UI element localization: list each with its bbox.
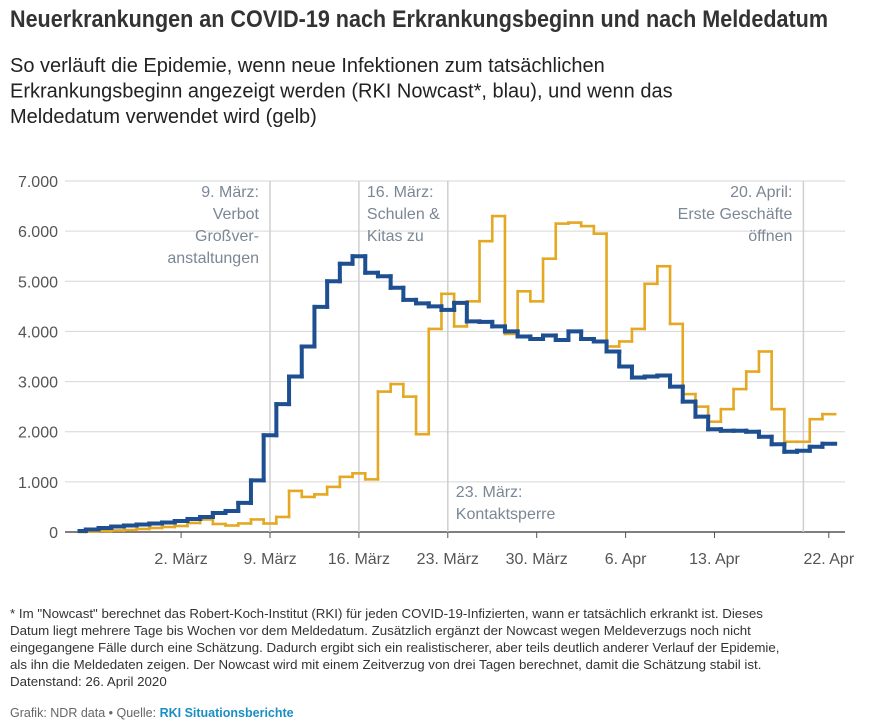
source: Grafik: NDR data • Quelle: RKI Situation… [10,706,294,720]
annotation-text: Schulen & [367,206,440,223]
annotation-text: Kontaktsperre [456,506,556,523]
y-tick-label: 1.000 [18,475,58,492]
annotation-text: öffnen [748,228,792,245]
y-tick-label: 5.000 [18,274,58,291]
y-tick-label: 7.000 [18,174,58,191]
chart-title: Neuerkrankungen an COVID-19 nach Erkrank… [10,6,828,33]
footnote-line: * Im "Nowcast" berechnet das Robert-Koch… [10,606,763,621]
x-tick-label: 9. März [243,551,296,568]
x-tick-label: 30. März [506,551,568,568]
footnote-line: Datum liegt mehrere Tage bis Wochen vor … [10,623,751,638]
footnote-line: eingegangene Fälle durch eine Schätzung.… [10,640,779,655]
annotation-text: 9. März: [201,184,259,201]
subtitle-line: Erkrankungsbeginn angezeigt werden (RKI … [10,81,673,103]
series [78,214,837,534]
source-prefix: Grafik: NDR data • Quelle: [10,706,160,720]
x-tick-label: 22. Apr [803,551,854,568]
y-tick-label: 4.000 [18,324,58,341]
annotation-text: Verbot [213,206,260,223]
annotation-text: 16. März: [367,184,434,201]
annotation-text: 20. April: [730,184,792,201]
annotation-text: Erste Geschäfte [678,206,793,223]
x-tick-label: 2. März [154,551,207,568]
x-tick-label: 13. Apr [689,551,740,568]
x-tick-label: 16. März [328,551,390,568]
x-tick-label: 23. März [417,551,479,568]
y-tick-label: 3.000 [18,375,58,392]
annotation-text: 23. März: [456,484,523,501]
footnote-line: als ihn die Meldedaten zeigen. Der Nowca… [10,657,761,672]
subtitle-line: Meldedatum verwendet wird (gelb) [10,106,317,128]
source-link[interactable]: RKI Situationsberichte [160,706,294,720]
subtitle-line: So verläuft die Epidemie, wenn neue Infe… [10,55,605,77]
annotation-text: Kitas zu [367,228,424,245]
y-tick-label: 6.000 [18,224,58,241]
footnote-line: Datenstand: 26. April 2020 [10,674,167,689]
y-tick-label: 2.000 [18,425,58,442]
annotation-text: anstaltungen [167,250,259,267]
y-tick-label: 0 [49,525,58,542]
x-tick-label: 6. Apr [605,551,647,568]
series [77,254,838,533]
annotation-text: Großver- [195,228,259,245]
